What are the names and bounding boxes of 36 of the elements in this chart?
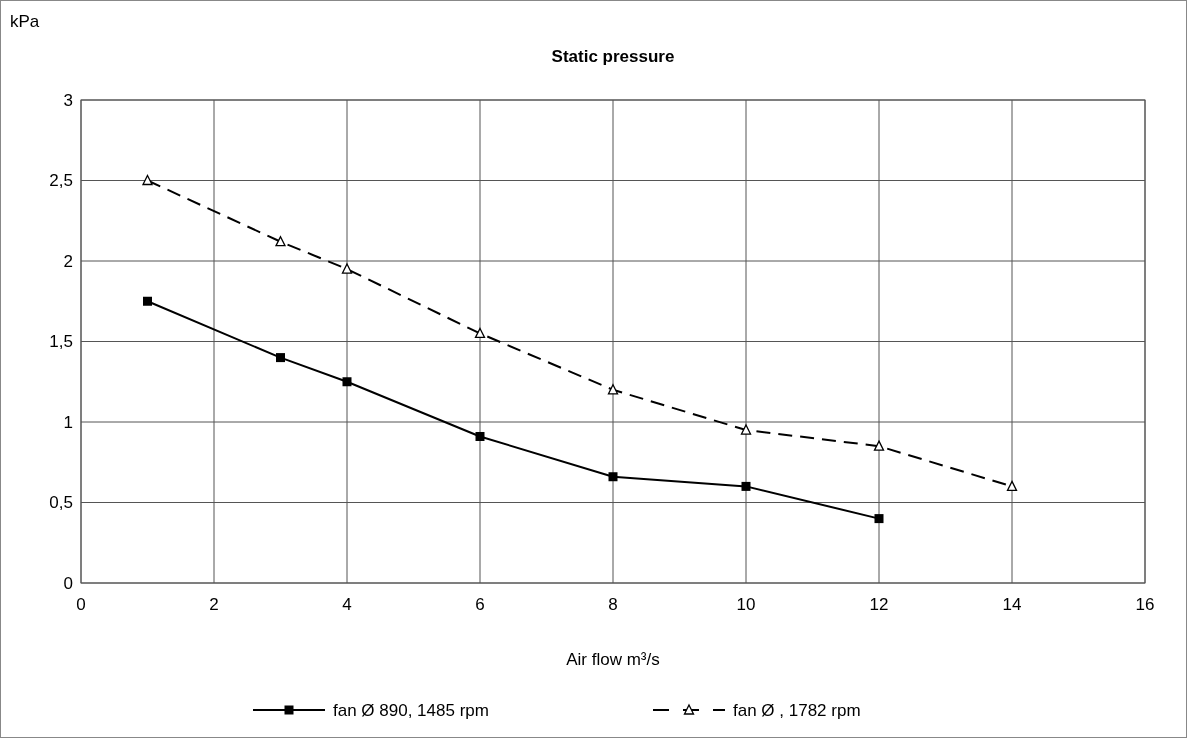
point: [275, 236, 286, 247]
point: [607, 384, 619, 395]
x-tick-label: 8: [608, 595, 618, 614]
point: [1006, 480, 1018, 492]
point: [342, 377, 352, 387]
point: [475, 431, 485, 441]
x-tick-label: 12: [869, 595, 889, 614]
y-tick-label: 0: [63, 573, 73, 593]
y-axis-title: kPa: [10, 12, 40, 31]
point: [608, 472, 618, 482]
point: [341, 263, 353, 274]
legend-label: fan Ø 890, 1485 rpm: [333, 700, 489, 720]
chart-title: Static pressure: [551, 47, 675, 66]
x-tick-label: 14: [1002, 595, 1022, 614]
y-tick-label: 1: [63, 412, 73, 432]
x-tick-label: 4: [342, 595, 352, 614]
point: [276, 353, 285, 363]
x-tick-label: 2: [209, 595, 219, 614]
x-tick-label: 6: [475, 595, 485, 614]
legend-label: fan Ø , 1782 rpm: [733, 700, 861, 720]
point: [474, 327, 486, 339]
y-tick-label: 2: [63, 251, 73, 271]
x-tick-label: 10: [736, 595, 756, 614]
point: [873, 440, 885, 451]
point: [874, 514, 884, 524]
point: [143, 296, 152, 306]
point: [741, 481, 751, 491]
x-tick-label: 16: [1135, 595, 1155, 614]
point: [740, 424, 752, 435]
point: [142, 174, 153, 186]
x-tick-label: 0: [76, 595, 86, 614]
y-tick-label: 1,5: [49, 332, 73, 352]
y-tick-label: 3: [63, 90, 73, 110]
x-axis-title: Air flow m³/s: [566, 650, 660, 669]
y-tick-label: 2,5: [49, 171, 73, 191]
y-tick-label: 0,5: [49, 493, 73, 513]
